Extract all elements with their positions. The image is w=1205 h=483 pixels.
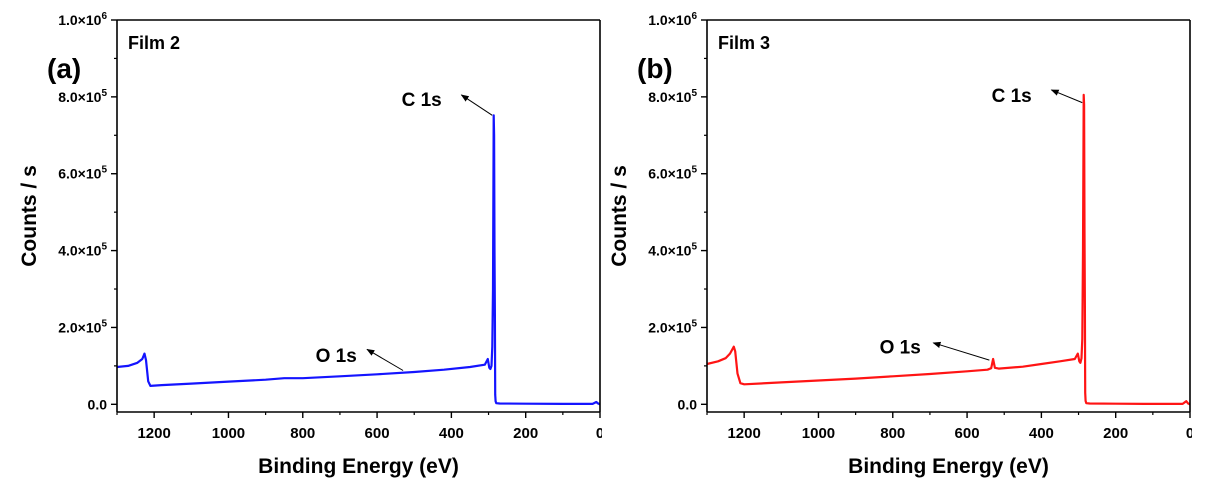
xps-spectrum-film-2: 1200 1000 800 600 400 200 00.02.0×1054.0×1056.… bbox=[18, 11, 602, 478]
y-tick-label: 2.0×105 bbox=[58, 318, 107, 335]
y-tick-exponent: 6 bbox=[691, 11, 697, 22]
series-line-0 bbox=[706, 93, 1191, 406]
peak-label: C 1s bbox=[402, 90, 442, 111]
y-tick-label: 0.0 bbox=[678, 396, 698, 412]
x-axis-title: Binding Energy (eV) bbox=[848, 455, 1049, 478]
y-tick-exponent: 6 bbox=[101, 11, 107, 22]
chart-panel-a: 1200 1000 800 600 400 200 0 0.0 2.0×105 4.0×105 6.… bbox=[0, 0, 602, 483]
film-title: Film 2 bbox=[128, 33, 180, 53]
x-tick-label: 1000 bbox=[212, 425, 245, 442]
x-tick-label: 1200 bbox=[727, 425, 760, 442]
annotation-arrow bbox=[932, 341, 990, 361]
y-tick-base: 1.0×10 bbox=[648, 12, 691, 28]
annotation-arrow bbox=[366, 348, 404, 371]
y-tick-base: 2.0×10 bbox=[648, 319, 691, 335]
x-tick-label: 1000 bbox=[802, 425, 835, 442]
y-tick-label: 1.0×106 bbox=[58, 11, 107, 28]
y-tick-label: 6.0×105 bbox=[648, 165, 697, 182]
y-tick-base: 1.0×10 bbox=[58, 12, 101, 28]
annotation-arrow bbox=[460, 94, 493, 116]
y-tick-exponent: 5 bbox=[101, 165, 107, 176]
y-tick-exponent: 5 bbox=[691, 165, 697, 176]
x-tick-label: 0 bbox=[596, 425, 602, 442]
y-tick-label: 8.0×105 bbox=[648, 88, 697, 105]
y-tick-exponent: 5 bbox=[691, 88, 697, 99]
y-tick-exponent: 5 bbox=[691, 242, 697, 253]
chart-panel-b: 1200 1000 800 600 400 200 0 0.0 2.0×105 4.0×105 6.… bbox=[590, 0, 1192, 483]
film-title: Film 3 bbox=[718, 33, 770, 53]
xps-spectrum-film-3: 1200 1000 800 600 400 200 00.02.0×1054.0×1056.… bbox=[608, 11, 1192, 478]
y-tick-label: 6.0×105 bbox=[58, 165, 107, 182]
x-tick-label: 0 bbox=[1186, 425, 1192, 442]
y-tick-base: 0.0 bbox=[678, 396, 698, 412]
y-tick-label: 1.0×106 bbox=[648, 11, 697, 28]
y-tick-base: 4.0×10 bbox=[58, 243, 101, 259]
y-tick-base: 8.0×10 bbox=[58, 89, 101, 105]
y-tick-base: 6.0×10 bbox=[58, 166, 101, 182]
y-tick-base: 2.0×10 bbox=[58, 319, 101, 335]
x-tick-label: 200 bbox=[513, 425, 538, 442]
x-tick-label: 800 bbox=[290, 425, 315, 442]
y-tick-exponent: 5 bbox=[691, 318, 697, 329]
y-tick-base: 0.0 bbox=[88, 396, 108, 412]
peak-label: O 1s bbox=[316, 346, 357, 367]
panel-label: (b) bbox=[637, 53, 673, 84]
panel-label: (a) bbox=[47, 53, 81, 84]
y-tick-label: 4.0×105 bbox=[648, 242, 697, 259]
y-tick-label: 4.0×105 bbox=[58, 242, 107, 259]
x-axis-title: Binding Energy (eV) bbox=[258, 455, 459, 478]
x-tick-label: 400 bbox=[439, 425, 464, 442]
x-tick-label: 400 bbox=[1029, 425, 1054, 442]
x-tick-label: 200 bbox=[1103, 425, 1128, 442]
annotation-arrow bbox=[1050, 89, 1083, 104]
y-tick-exponent: 5 bbox=[101, 242, 107, 253]
series-line-0 bbox=[116, 114, 601, 406]
y-tick-label: 0.0 bbox=[88, 396, 108, 412]
y-tick-label: 8.0×105 bbox=[58, 88, 107, 105]
x-tick-label: 600 bbox=[955, 425, 980, 442]
y-tick-exponent: 5 bbox=[101, 88, 107, 99]
y-tick-base: 4.0×10 bbox=[648, 243, 691, 259]
y-axis-title: Counts / s bbox=[608, 165, 631, 267]
y-tick-base: 8.0×10 bbox=[648, 89, 691, 105]
y-tick-label: 2.0×105 bbox=[648, 318, 697, 335]
y-tick-base: 6.0×10 bbox=[648, 166, 691, 182]
x-tick-label: 1200 bbox=[137, 425, 170, 442]
peak-label: C 1s bbox=[992, 86, 1032, 107]
x-tick-label: 800 bbox=[880, 425, 905, 442]
y-tick-exponent: 5 bbox=[101, 318, 107, 329]
y-axis-title: Counts / s bbox=[18, 165, 41, 267]
peak-label: O 1s bbox=[880, 338, 921, 359]
x-tick-label: 600 bbox=[365, 425, 390, 442]
